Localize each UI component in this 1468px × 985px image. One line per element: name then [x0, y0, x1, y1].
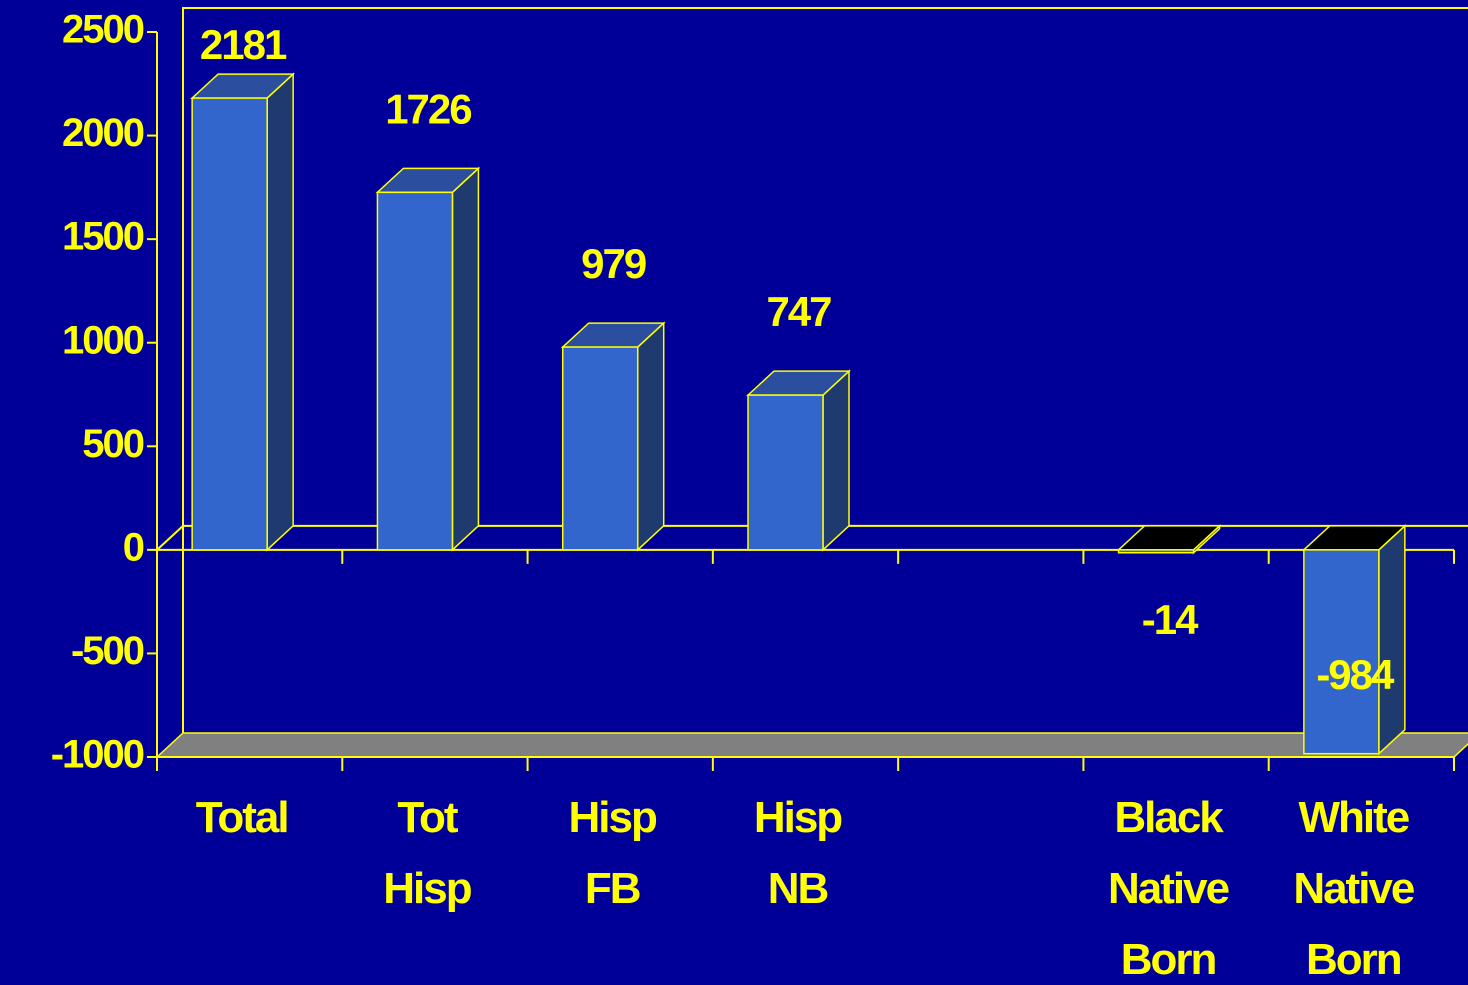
back-wall — [182, 7, 1468, 733]
y-tick-label: 1500 — [62, 215, 144, 259]
bar-top — [1116, 525, 1222, 551]
y-tick-label: -500 — [71, 629, 144, 673]
bar — [1116, 524, 1222, 555]
bar — [746, 369, 851, 552]
bar-side — [1378, 524, 1406, 756]
bar-front — [1303, 549, 1380, 755]
floor — [155, 732, 1468, 758]
x-tick-label: Hisp FB — [569, 793, 657, 913]
value-label: 2181 — [200, 21, 287, 68]
x-tick-label: Hisp NB — [754, 793, 842, 913]
bar-side — [636, 321, 665, 552]
x-tick-label: Black Native Born — [1108, 793, 1229, 984]
x-tick-label: White Native Born — [1293, 793, 1414, 984]
bar-front — [376, 191, 454, 551]
bar-front — [1117, 549, 1195, 554]
value-label: 747 — [766, 288, 831, 335]
value-label: -984 — [1316, 651, 1395, 698]
bar-front — [747, 394, 824, 551]
bar — [560, 321, 666, 552]
x-tick-label: Tot Hisp — [383, 793, 471, 913]
y-tick-label: 1000 — [62, 318, 144, 362]
value-label: 1726 — [385, 85, 471, 132]
bar — [190, 72, 296, 552]
y-tick-label: 2500 — [62, 8, 144, 52]
y-tick-label: 2000 — [62, 111, 144, 155]
y-tick-label: 500 — [82, 422, 143, 466]
value-label: 979 — [581, 240, 646, 287]
bar-front — [561, 346, 639, 551]
value-label: -14 — [1142, 596, 1199, 643]
bar-side — [822, 369, 850, 552]
bar-side — [266, 72, 294, 552]
bar-front — [191, 97, 268, 551]
y-tick-label: -1000 — [51, 733, 144, 777]
y-tick-label: 0 — [123, 525, 144, 569]
bar-side — [451, 166, 480, 552]
side-zero-line — [156, 525, 184, 551]
bar — [1301, 524, 1407, 756]
x-tick-label: Total — [196, 793, 288, 842]
bar — [375, 166, 481, 552]
